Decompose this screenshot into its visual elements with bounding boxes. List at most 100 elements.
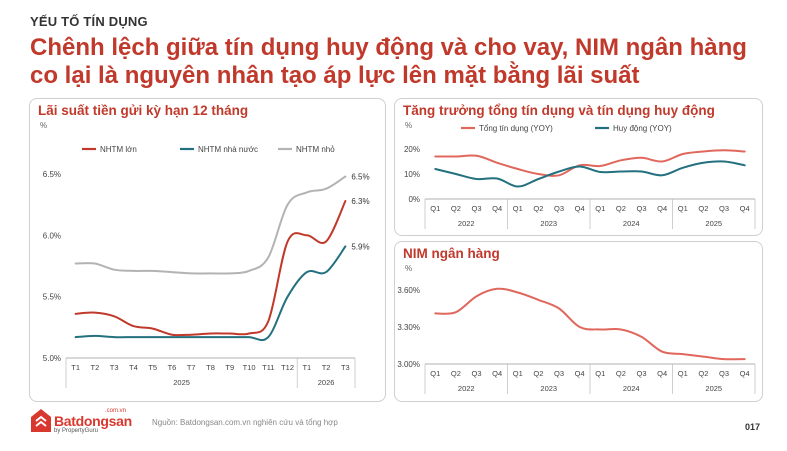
- x-tick-label: Q1: [430, 204, 440, 213]
- series-line: [74, 175, 347, 275]
- logo-wordmark: Batdongsan: [54, 413, 132, 429]
- x-tick-label: T3: [341, 363, 350, 372]
- x-tick-label: Q3: [637, 369, 647, 378]
- x-tick-label: T10: [243, 363, 256, 372]
- x-tick-label: Q2: [533, 204, 543, 213]
- x-tick-label: Q1: [513, 204, 523, 213]
- section-kicker: YẾU TỐ TÍN DỤNG: [30, 14, 148, 29]
- series-line: [434, 160, 746, 188]
- logo-house-icon: [31, 409, 51, 432]
- x-tick-label: T8: [206, 363, 215, 372]
- legend-label: NHTM nhỏ: [296, 145, 335, 154]
- x-tick-label: Q4: [492, 369, 502, 378]
- nim-chart: 3.00% 3.30% 3.60% Q1 Q2 Q3 Q4 Q1 Q2 Q3 Q4 Q1 Q2 Q3 Q4 Q…: [397, 286, 756, 394]
- x-tick-label: T2: [91, 363, 100, 372]
- x-tick-label: Q1: [595, 204, 605, 213]
- legend-label: NHTM nhà nước: [198, 145, 258, 154]
- nim-panel: NIM ngân hàng % 3.00% 3.30% 3.60% Q1 Q2 Q3 Q4 Q…: [394, 241, 763, 402]
- x-tick-label: Q2: [698, 204, 708, 213]
- x-tick-label: Q1: [678, 204, 688, 213]
- page-number: 017: [745, 422, 761, 432]
- x-tick-label: Q4: [492, 204, 502, 213]
- x-tick-label: T11: [262, 363, 274, 372]
- x-group-label: 2024: [623, 219, 640, 228]
- x-group-label: 2022: [458, 219, 475, 228]
- series-line: [74, 200, 347, 337]
- end-value-label: 6.5%: [351, 172, 369, 181]
- logo-domain: .com.vn: [105, 408, 127, 414]
- x-tick-label: T4: [129, 363, 138, 372]
- x-tick-label: Q3: [472, 369, 482, 378]
- deposit-chart-unit: %: [40, 121, 48, 130]
- x-group-label: 2024: [623, 384, 640, 393]
- nim-chart-unit: %: [405, 264, 413, 273]
- x-tick-label: Q1: [595, 369, 605, 378]
- y-tick-label: 3.60%: [397, 286, 420, 295]
- x-tick-label: T3: [110, 363, 119, 372]
- x-tick-label: Q3: [554, 204, 564, 213]
- x-tick-label: Q3: [472, 204, 482, 213]
- y-tick-label: 6.0%: [43, 231, 61, 240]
- x-tick-label: T9: [225, 363, 234, 372]
- y-tick-label: 0%: [408, 195, 420, 204]
- credit-growth-chart: 0% 10% 20% Q1 Q2 Q3 Q4 Q1 Q2 Q3 Q4 Q1 Q2 Q3 Q4 Q1 Q2 Q3 Q4…: [404, 124, 756, 229]
- x-tick-label: T12: [281, 363, 294, 372]
- x-group-label: 2026: [318, 378, 335, 387]
- x-group-label: 2025: [705, 384, 722, 393]
- nim-chart-title: NIM ngân hàng: [403, 246, 500, 261]
- x-tick-label: T5: [148, 363, 157, 372]
- x-tick-label: T1: [71, 363, 80, 372]
- page-headline: Chênh lệch giữa tín dụng huy động và cho…: [30, 34, 747, 89]
- credit-growth-panel: Tăng trưởng tổng tín dụng và tín dụng hu…: [394, 98, 763, 236]
- deposit-chart-title: Lãi suất tiền gửi kỳ hạn 12 tháng: [38, 103, 249, 118]
- x-tick-label: T7: [187, 363, 196, 372]
- x-group-label: 2023: [540, 219, 557, 228]
- x-tick-label: Q3: [719, 204, 729, 213]
- deposit-rate-chart: 5.0% 5.5% 6.0% 6.5% T1 T2 T3 T4 T5 T6 T7 T8 T9 T10 T11…: [43, 145, 370, 388]
- x-tick-label: Q2: [616, 369, 626, 378]
- x-tick-label: Q4: [657, 369, 667, 378]
- x-group-label: 2025: [705, 219, 722, 228]
- y-tick-label: 5.5%: [43, 293, 61, 302]
- y-tick-label: 5.0%: [43, 354, 61, 363]
- x-tick-label: Q4: [740, 369, 750, 378]
- x-tick-label: Q3: [554, 369, 564, 378]
- x-tick-label: Q1: [678, 369, 688, 378]
- legend-label: NHTM lớn: [100, 145, 137, 154]
- source-note: Nguồn: Batdongsan.com.vn nghiên cứu và t…: [152, 418, 338, 427]
- x-tick-label: Q2: [451, 369, 461, 378]
- x-tick-label: Q2: [616, 204, 626, 213]
- x-tick-label: T2: [322, 363, 331, 372]
- legend-label: Huy động (YOY): [613, 124, 672, 133]
- x-group-label: 2023: [540, 384, 557, 393]
- x-tick-label: Q4: [575, 369, 585, 378]
- series-line: [434, 287, 746, 361]
- x-tick-label: Q2: [451, 204, 461, 213]
- batdongsan-logo[interactable]: Batdongsan .com.vn by PropertyGuru: [30, 408, 150, 438]
- deposit-rate-panel: Lãi suất tiền gửi kỳ hạn 12 tháng % 5.0%…: [29, 98, 386, 402]
- x-tick-label: T6: [168, 363, 177, 372]
- x-group-label: 2022: [458, 384, 475, 393]
- credit-chart-unit: %: [405, 121, 413, 130]
- legend-label: Tổng tín dụng (YOY): [479, 124, 553, 133]
- y-tick-label: 10%: [404, 170, 420, 179]
- end-value-label: 6.3%: [351, 197, 369, 206]
- y-tick-label: 3.00%: [397, 360, 420, 369]
- x-tick-label: Q2: [533, 369, 543, 378]
- x-tick-label: Q1: [430, 369, 440, 378]
- y-tick-label: 20%: [404, 145, 420, 154]
- end-value-label: 5.9%: [351, 242, 369, 251]
- x-group-label: 2025: [173, 378, 190, 387]
- x-tick-label: Q3: [637, 204, 647, 213]
- x-tick-label: Q2: [698, 369, 708, 378]
- credit-chart-title: Tăng trưởng tổng tín dụng và tín dụng hu…: [403, 103, 715, 118]
- x-tick-label: Q3: [719, 369, 729, 378]
- series-line: [74, 245, 347, 342]
- y-tick-label: 3.30%: [397, 323, 420, 332]
- x-tick-label: Q1: [513, 369, 523, 378]
- series-line: [434, 149, 746, 177]
- x-tick-label: Q4: [575, 204, 585, 213]
- x-tick-label: Q4: [740, 204, 750, 213]
- x-tick-label: Q4: [657, 204, 667, 213]
- logo-tagline: by PropertyGuru: [54, 428, 99, 434]
